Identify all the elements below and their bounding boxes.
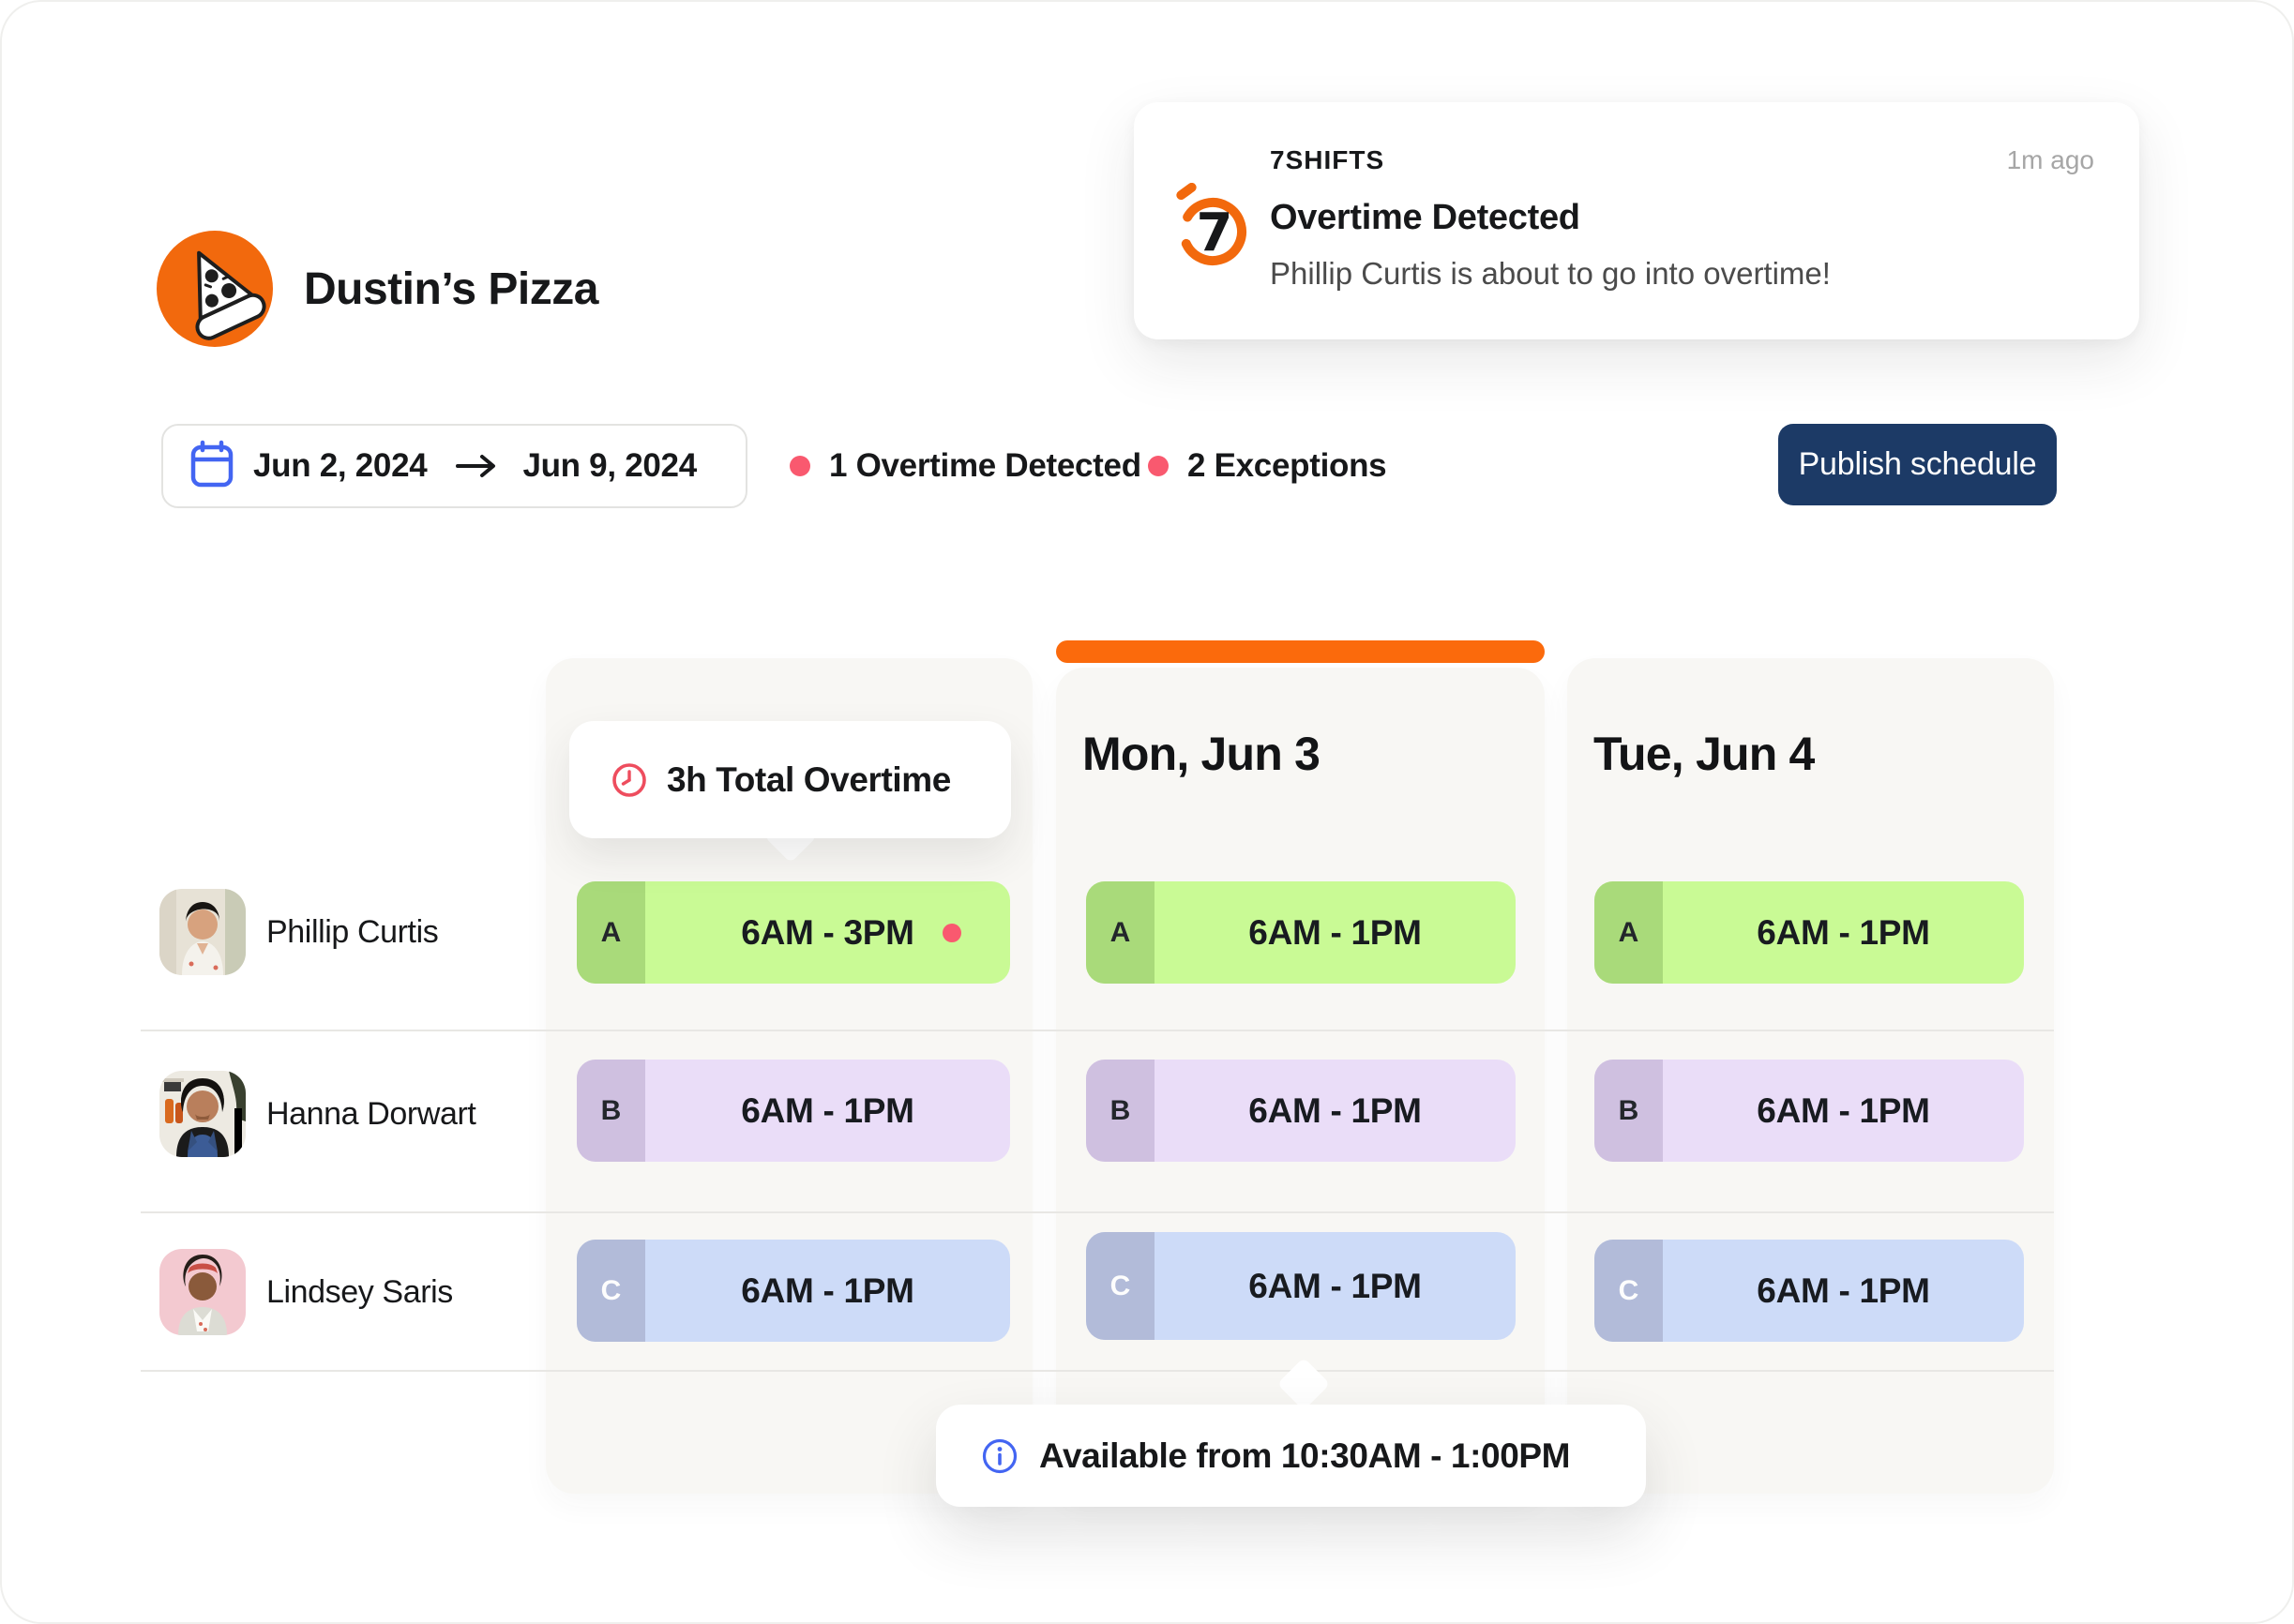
clock-icon — [611, 761, 648, 799]
availability-tooltip-text: Available from 10:30AM - 1:00PM — [1039, 1436, 1571, 1475]
exceptions-status: 2 Exceptions — [1148, 424, 1387, 508]
notification-card[interactable]: 7 7SHIFTS 1m ago Overtime Detected Phill… — [1134, 102, 2139, 339]
shift-time: 6AM - 1PM — [1757, 912, 1930, 952]
shift-chip[interactable]: C 6AM - 1PM — [1086, 1232, 1516, 1340]
shift-time: 6AM - 1PM — [741, 1271, 914, 1310]
shift-chip[interactable]: C 6AM - 1PM — [577, 1240, 1010, 1342]
shift-chip[interactable]: A 6AM - 1PM — [1594, 881, 2024, 984]
shift-label: A — [1594, 881, 1663, 984]
employee-name: Hanna Dorwart — [266, 1095, 476, 1132]
employee-row: Phillip Curtis — [159, 889, 535, 975]
svg-text:7: 7 — [1197, 203, 1233, 263]
employee-name: Phillip Curtis — [266, 913, 439, 950]
today-highlight-bar — [1056, 640, 1545, 663]
shift-time: 6AM - 1PM — [1757, 1090, 1930, 1130]
stopwatch-7-icon: 7 — [1170, 182, 1250, 269]
avatar — [159, 889, 246, 975]
notification-title: Overtime Detected — [1270, 198, 1580, 237]
employee-row: Lindsey Saris — [159, 1249, 535, 1335]
employee-row: Hanna Dorwart — [159, 1071, 535, 1157]
calendar-icon — [189, 440, 234, 493]
shift-time: 6AM - 1PM — [1757, 1271, 1930, 1310]
shift-time: 6AM - 1PM — [741, 1090, 914, 1130]
exceptions-status-label: 2 Exceptions — [1187, 447, 1387, 484]
publish-schedule-button[interactable]: Publish schedule — [1778, 424, 2057, 505]
date-range-start: Jun 2, 2024 — [253, 447, 428, 484]
info-icon — [981, 1437, 1019, 1475]
shift-chip[interactable]: B 6AM - 1PM — [577, 1060, 1010, 1162]
shift-label: B — [1086, 1060, 1155, 1162]
notification-app-name: 7SHIFTS — [1270, 145, 1385, 174]
arrow-right-icon — [455, 454, 498, 478]
shift-label: A — [577, 881, 645, 984]
shift-time: 6AM - 1PM — [1248, 1266, 1422, 1305]
notification-message: Phillip Curtis is about to go into overt… — [1270, 256, 1831, 291]
overtime-tooltip: 3h Total Overtime — [569, 721, 1011, 838]
exceptions-dot-icon — [1148, 456, 1169, 476]
row-divider — [141, 1370, 2054, 1372]
row-divider — [141, 1211, 2054, 1213]
pizza-slice-icon — [157, 229, 273, 350]
shift-chip[interactable]: C 6AM - 1PM — [1594, 1240, 2024, 1342]
shift-label: C — [577, 1240, 645, 1342]
shift-label: B — [577, 1060, 645, 1162]
overtime-tooltip-text: 3h Total Overtime — [667, 759, 951, 799]
overtime-alert-dot-icon — [943, 923, 961, 942]
shift-time: 6AM - 1PM — [1248, 912, 1422, 952]
date-range-end: Jun 9, 2024 — [522, 447, 697, 484]
date-range-picker[interactable]: Jun 2, 2024 Jun 9, 2024 — [161, 424, 747, 508]
shift-chip[interactable]: B 6AM - 1PM — [1594, 1060, 2024, 1162]
shift-chip[interactable]: A 6AM - 1PM — [1086, 881, 1516, 984]
overtime-status: 1 Overtime Detected — [790, 424, 1141, 508]
avatar — [159, 1249, 246, 1335]
shift-chip[interactable]: B 6AM - 1PM — [1086, 1060, 1516, 1162]
shift-label: C — [1594, 1240, 1663, 1342]
availability-tooltip: Available from 10:30AM - 1:00PM — [936, 1405, 1646, 1507]
employee-name: Lindsey Saris — [266, 1273, 453, 1310]
row-divider — [141, 1030, 2054, 1031]
page-title: Dustin’s Pizza — [304, 263, 598, 314]
shift-chip[interactable]: A 6AM - 3PM — [577, 881, 1010, 984]
overtime-status-label: 1 Overtime Detected — [829, 447, 1141, 484]
brand-logo — [157, 231, 273, 347]
shift-label: C — [1086, 1232, 1155, 1340]
avatar — [159, 1071, 246, 1157]
column-header-tue: Tue, Jun 4 — [1593, 728, 1815, 780]
column-header-mon: Mon, Jun 3 — [1082, 728, 1321, 780]
overtime-dot-icon — [790, 456, 810, 476]
shift-time: 6AM - 1PM — [1248, 1090, 1422, 1130]
shift-time: 6AM - 3PM — [741, 912, 914, 952]
shift-label: B — [1594, 1060, 1663, 1162]
shift-label: A — [1086, 881, 1155, 984]
notification-timestamp: 1m ago — [2006, 145, 2094, 174]
